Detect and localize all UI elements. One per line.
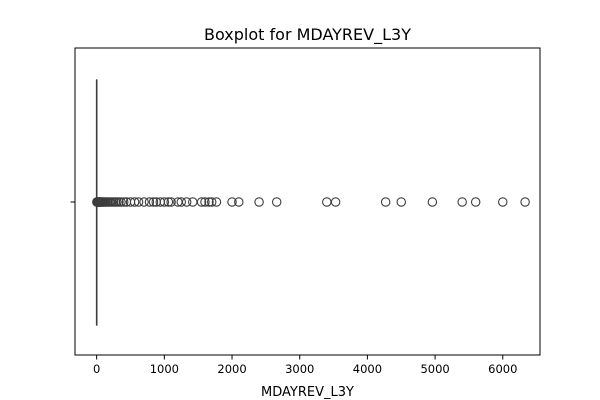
outlier-point bbox=[227, 197, 237, 207]
outlier-point bbox=[271, 197, 282, 207]
x-axis-label: MDAYREV_L3Y bbox=[261, 385, 354, 400]
x-axis-ticks: 0 1000 2000 3000 4000 5000 6000 bbox=[93, 355, 517, 376]
outlier-point bbox=[380, 197, 391, 207]
outlier-point bbox=[159, 197, 170, 207]
chart-title: Boxplot for MDAYREV_L3Y bbox=[204, 25, 411, 45]
outlier-point bbox=[330, 197, 341, 207]
outlier-point bbox=[470, 197, 481, 207]
outlier-point bbox=[129, 197, 140, 207]
outlier-point bbox=[144, 197, 155, 207]
x-tick-label: 5000 bbox=[420, 362, 449, 376]
outlier-point bbox=[196, 197, 207, 207]
x-tick-label: 0 bbox=[93, 362, 100, 376]
outlier-point bbox=[181, 197, 192, 207]
outlier-point bbox=[206, 197, 217, 207]
outlier-point bbox=[211, 197, 222, 207]
outlier-point bbox=[163, 197, 174, 207]
outlier-point bbox=[166, 197, 176, 207]
outlier-point bbox=[204, 197, 214, 207]
outlier-point bbox=[234, 197, 244, 207]
outlier-point bbox=[322, 197, 332, 207]
outlier-point bbox=[188, 197, 198, 207]
outlier-points bbox=[92, 197, 530, 207]
outlier-point bbox=[148, 197, 159, 207]
outlier-point bbox=[498, 197, 508, 207]
x-tick-label: 4000 bbox=[353, 362, 382, 376]
outlier-point bbox=[427, 197, 438, 207]
x-tick-label: 6000 bbox=[488, 362, 517, 376]
x-tick-label: 2000 bbox=[217, 362, 246, 376]
outlier-point bbox=[116, 197, 126, 207]
outlier-point bbox=[457, 197, 467, 207]
outlier-point bbox=[133, 197, 144, 207]
x-tick-label: 3000 bbox=[285, 362, 314, 376]
outlier-point bbox=[176, 197, 187, 207]
x-tick-label: 1000 bbox=[150, 362, 179, 376]
outlier-point bbox=[396, 197, 406, 207]
outlier-point bbox=[139, 197, 149, 207]
outlier-point bbox=[520, 197, 530, 207]
outlier-point bbox=[118, 197, 129, 207]
outlier-point bbox=[254, 197, 264, 207]
outlier-point bbox=[200, 197, 210, 207]
